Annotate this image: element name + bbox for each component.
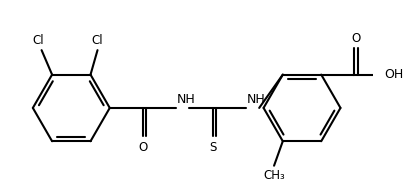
Text: OH: OH	[384, 68, 403, 81]
Text: CH₃: CH₃	[263, 169, 285, 182]
Text: O: O	[138, 141, 147, 154]
Text: NH: NH	[247, 93, 266, 106]
Text: Cl: Cl	[92, 34, 103, 47]
Text: S: S	[209, 141, 216, 154]
Text: NH: NH	[177, 93, 196, 106]
Text: Cl: Cl	[32, 34, 44, 47]
Text: O: O	[351, 32, 361, 45]
